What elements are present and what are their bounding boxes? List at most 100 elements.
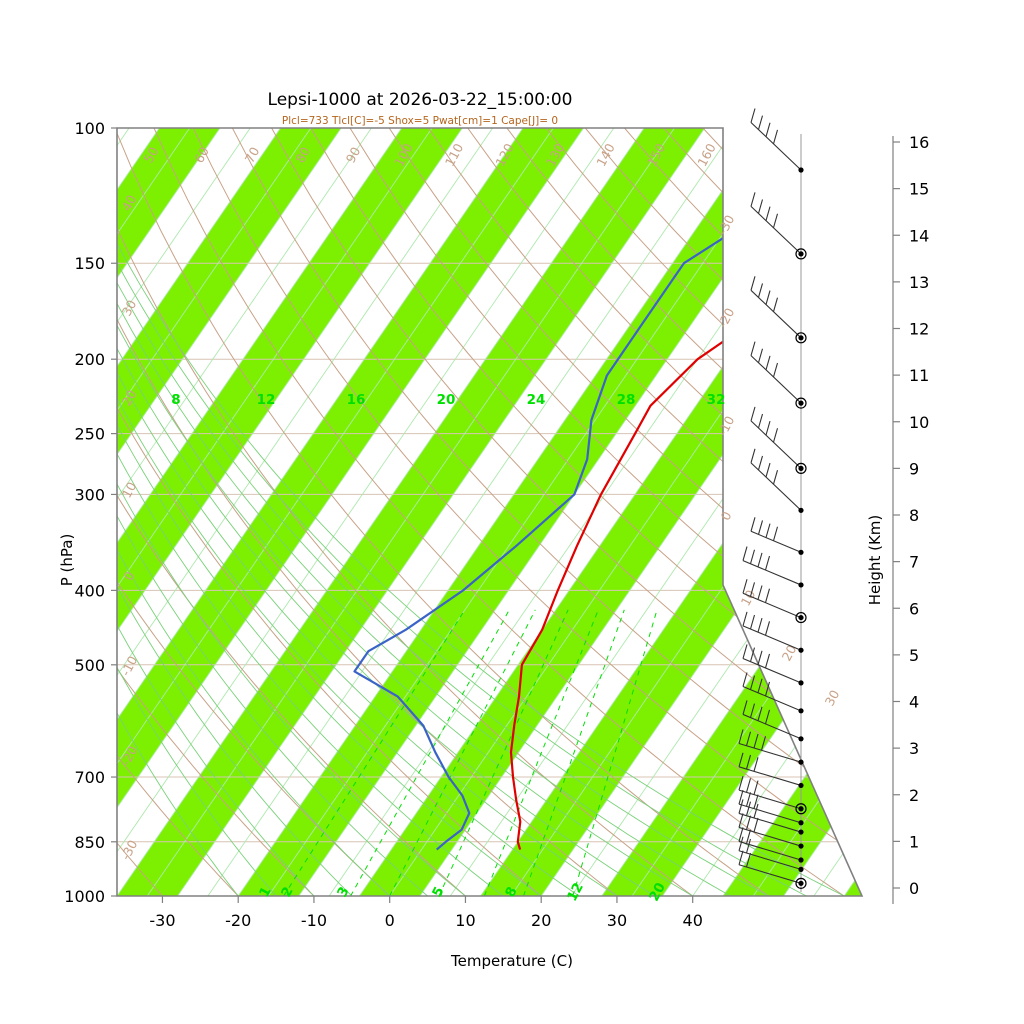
wind-barb-shaft (750, 530, 802, 553)
dry-adiabat-label-right: 30 (822, 687, 843, 708)
wind-barb-flag (745, 815, 752, 830)
wind-barb-flag (757, 706, 763, 721)
pressure-tick-label: 850 (74, 833, 105, 852)
height-tick-label: 16 (909, 133, 929, 152)
wind-barb-shaft (742, 685, 802, 712)
wind-barb-flag (772, 297, 779, 312)
wind-barb-shaft (750, 462, 802, 511)
temperature-tick-label: -20 (225, 911, 251, 930)
moist-adiabat (117, 128, 428, 896)
mixing-ratio-label: 20 (646, 880, 669, 904)
isotherm (177, 128, 706, 896)
wind-barb-flag (757, 618, 763, 633)
isotherm (146, 128, 675, 896)
isotherm (117, 128, 463, 896)
wind-barb-shaft (750, 289, 802, 339)
dry-adiabat-label-left: 20 (119, 387, 140, 408)
isotherm (117, 128, 312, 896)
wind-barb-flag (745, 801, 752, 816)
mixing-ratio-line (438, 609, 569, 896)
height-tick-label: 13 (909, 273, 929, 292)
wind-barb-flag (750, 276, 756, 291)
wind-level-dot (798, 400, 804, 406)
temperature-tick-label: 20 (531, 911, 551, 930)
wind-level-ring (795, 248, 807, 260)
wind-barb-flag (750, 108, 756, 123)
wind-level-ring (795, 462, 807, 474)
wind-barb-flag (742, 579, 748, 594)
pressure-axis: 100 150 200 250 300 400 500 700 850 1000 (64, 119, 117, 906)
wind-barb-flag (738, 813, 744, 828)
wind-level-dot (798, 843, 804, 849)
dry-adiabat (117, 128, 618, 896)
pressure-tick-label: 1000 (64, 887, 105, 906)
wind-barb-flag (760, 736, 767, 751)
isotherm (117, 128, 554, 896)
mixing-ratio-line (523, 609, 625, 896)
moist-adiabat (117, 128, 731, 896)
wind-level-dot (798, 335, 804, 341)
temperature-tick-label: -30 (149, 911, 175, 930)
temperature-axis-label: Temperature (C) (450, 952, 573, 970)
wind-level-dot (798, 759, 804, 765)
wind-level-dot (798, 708, 804, 714)
sounding-dewpoint-curve (353, 182, 816, 851)
dry-adiabat (427, 128, 862, 896)
wind-barb-flag (749, 647, 756, 662)
dry-adiabat-label: 60 (191, 144, 212, 165)
wind-level-ring (795, 611, 807, 624)
wind-level-dot (798, 582, 804, 588)
dry-adiabat (153, 128, 845, 896)
moist-adiabat (117, 128, 769, 896)
pressure-tick-label: 200 (74, 350, 105, 369)
wind-barb-flag (750, 192, 756, 207)
wind-barb-shaft (742, 713, 802, 740)
dry-adiabat (117, 128, 466, 896)
wind-barb-flag (738, 850, 744, 865)
wind-barb-flag (772, 428, 779, 443)
pressure-tick-label: 400 (74, 581, 105, 600)
wind-barb-flag (749, 549, 756, 564)
wind-barb-flag (738, 789, 744, 805)
pressure-tick-label: 700 (74, 768, 105, 787)
height-tick-label: 8 (909, 506, 919, 525)
mixing-ratio-lines (283, 609, 658, 896)
wind-barb-shaft (738, 826, 802, 847)
wind-barb-flag (765, 206, 771, 221)
height-tick-label: 9 (909, 459, 919, 478)
sounding-indices: Plcl=733 Tlcl[C]=-5 Shox=5 Pwat[cm]=1 Ca… (282, 115, 558, 127)
wind-barb-flag (753, 803, 759, 819)
moist-adiabat (117, 128, 466, 896)
wind-barb-shaft (742, 625, 802, 651)
wind-barb-shaft (738, 742, 802, 763)
wind-level-dot (798, 251, 804, 257)
wind-barb-flag (765, 122, 771, 137)
dry-adiabat (117, 128, 315, 896)
isotherm-label: 28 (617, 392, 636, 408)
wind-barb-flag (738, 799, 744, 814)
wind-barb-flag (772, 526, 779, 541)
dry-adiabat (117, 128, 693, 896)
isotherm-label: 16 (347, 392, 366, 408)
height-tick-label: 0 (909, 879, 919, 898)
wind-barb-shaft (750, 355, 802, 404)
wind-barb-flag (757, 552, 763, 568)
dry-adiabat (117, 128, 239, 896)
wind-level-dot (798, 614, 804, 621)
temperature-tick-label: 30 (607, 911, 627, 930)
wind-level-dot (798, 167, 804, 173)
isotherm (117, 128, 524, 896)
wind-barb-flag (765, 523, 771, 538)
wind-barb-flag (750, 448, 756, 463)
dry-adiabat (388, 128, 862, 896)
height-tick-label: 12 (909, 320, 929, 339)
wind-barb-flag (750, 406, 756, 422)
wind-barb-flag (745, 852, 752, 868)
height-axis-label: Height (Km) (866, 515, 884, 606)
dry-adiabat (231, 128, 862, 896)
wind-barb-flag (750, 341, 756, 356)
temperature-tick-label: 40 (683, 911, 703, 930)
